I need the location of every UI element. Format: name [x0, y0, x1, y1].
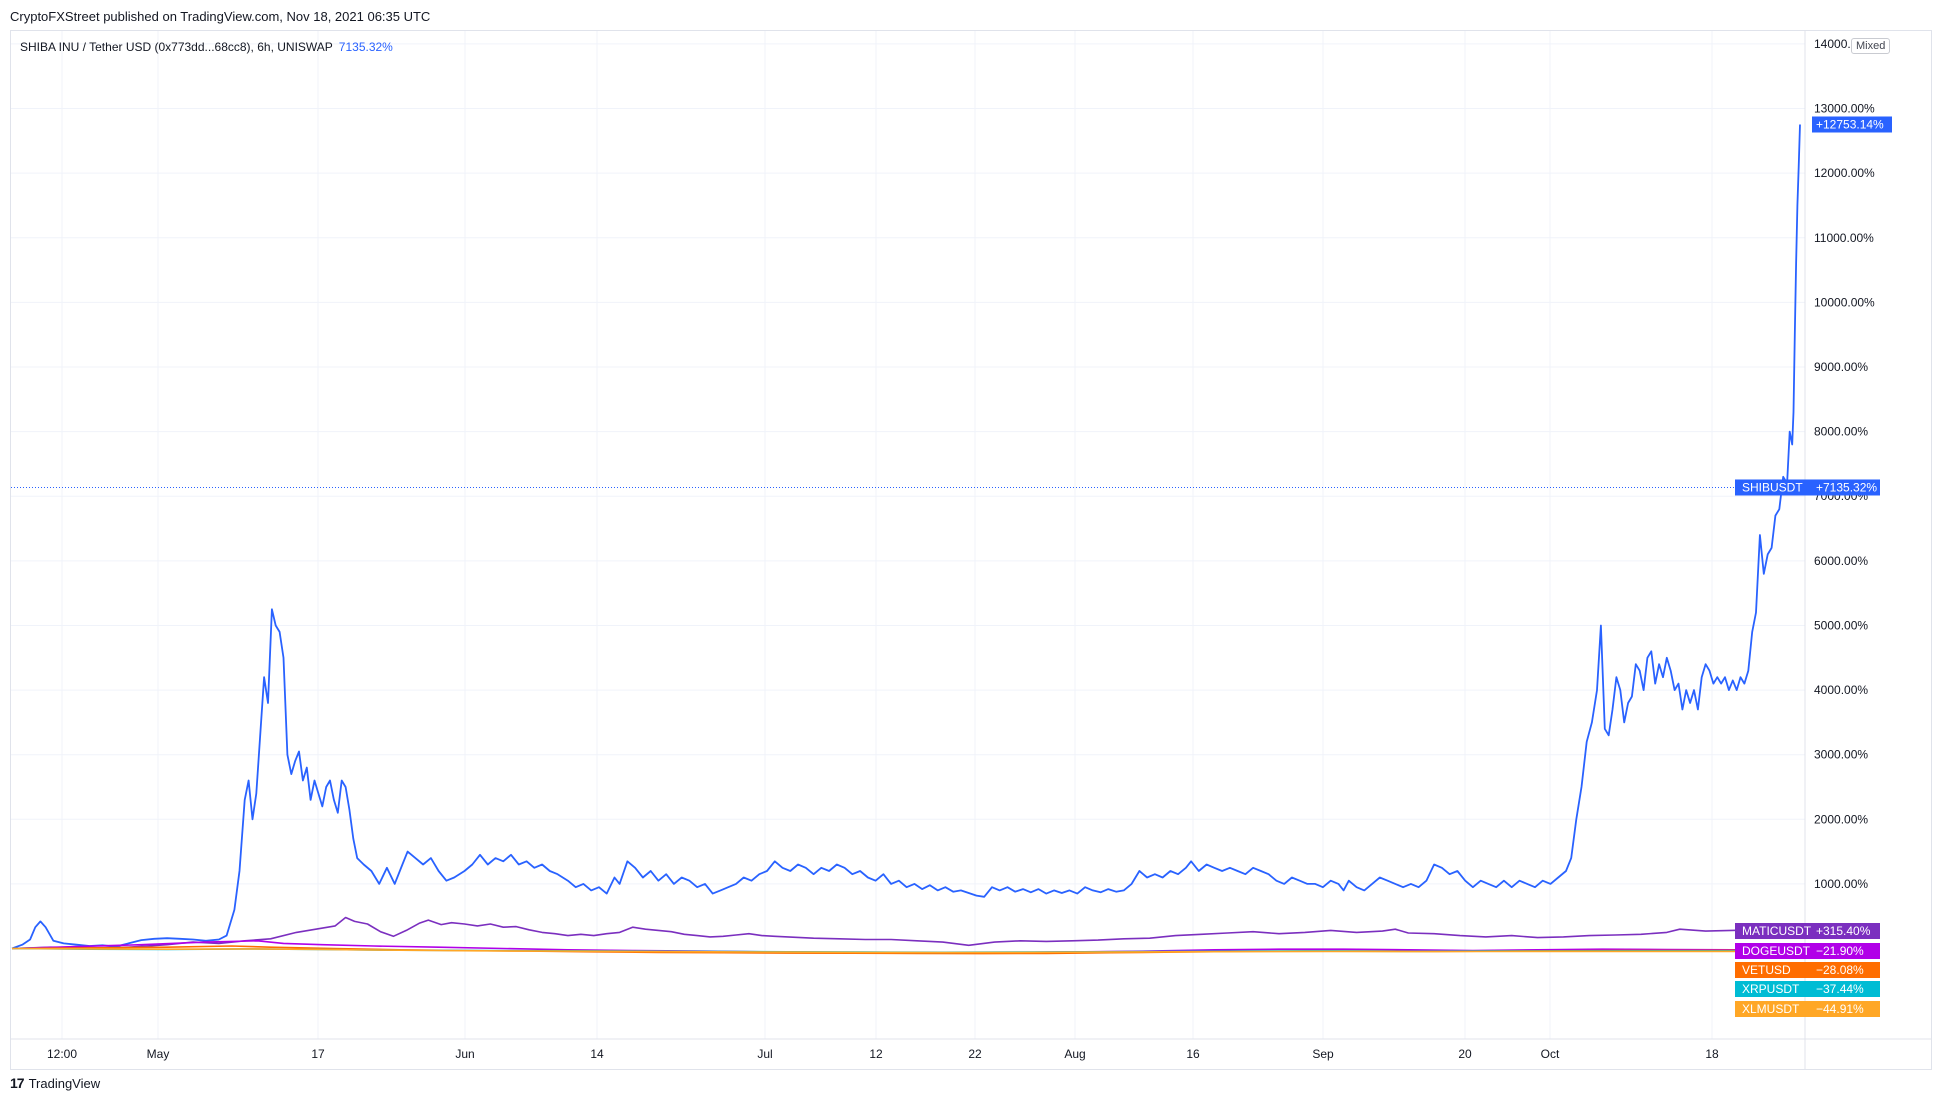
scale-mode-button[interactable]: Mixed	[1851, 38, 1891, 54]
series-value-label: +7135.32%	[1816, 480, 1877, 494]
series-value-box	[1812, 981, 1880, 997]
x-tick-label: 17	[311, 1047, 325, 1061]
series-value-box	[1812, 1001, 1880, 1017]
x-tick-label: 20	[1458, 1047, 1472, 1061]
y-tick-label: 2000.00%	[1814, 812, 1868, 826]
series-line-xlmusdt	[11, 947, 1800, 954]
series-value-label: −44.91%	[1816, 1002, 1864, 1016]
x-tick-label: Oct	[1541, 1047, 1560, 1061]
series-value-label: +315.40%	[1816, 924, 1871, 938]
tradingview-footer[interactable]: 17 TradingView	[10, 1075, 100, 1091]
series-name-label: DOGEUSDT	[1742, 944, 1811, 958]
tradingview-logo-icon: 17	[10, 1075, 25, 1091]
y-tick-label: 11000.00%	[1814, 231, 1874, 245]
series-name-box	[1735, 1001, 1812, 1017]
y-tick-label: 10000.00%	[1814, 295, 1875, 309]
series-line-maticusdt	[11, 916, 1801, 950]
x-tick-label: 18	[1705, 1047, 1719, 1061]
x-tick-label: Jul	[757, 1047, 772, 1061]
x-tick-label: 16	[1186, 1047, 1200, 1061]
chart-pane[interactable]	[10, 30, 1932, 1070]
grid-layer	[11, 31, 1805, 1039]
y-tick-label: 3000.00%	[1814, 748, 1868, 762]
y-tick-label: 12000.00%	[1814, 166, 1875, 180]
series-name-box	[1735, 981, 1812, 997]
symbol-change: 7135.32%	[338, 40, 393, 54]
y-tick-label: 6000.00%	[1814, 554, 1868, 568]
x-tick-label: May	[147, 1047, 170, 1061]
y-tick-label: 1000.00%	[1814, 877, 1868, 891]
y-tick-label: 8000.00%	[1814, 425, 1868, 439]
symbol-name: SHIBA INU / Tether USD (0x773dd...68cc8)…	[20, 40, 333, 54]
price-axis[interactable]: 1000.00% 2000.00% 3000.00% 4000.00% 5000.00%…	[1814, 37, 1875, 891]
last-value-label: +12753.14%	[1816, 117, 1884, 131]
series-name-box	[1735, 943, 1812, 959]
symbol-info[interactable]: SHIBA INU / Tether USD (0x773dd...68cc8)…	[20, 40, 393, 54]
series-value-box	[1812, 923, 1880, 939]
x-tick-label: Sep	[1312, 1047, 1334, 1061]
series-name-label: XRPUSDT	[1742, 982, 1800, 996]
x-tick-label: 12:00	[47, 1047, 77, 1061]
y-tick-label: 5000.00%	[1814, 618, 1868, 632]
x-tick-label: 12	[869, 1047, 883, 1061]
series-value-label: −28.08%	[1816, 963, 1864, 977]
y-tick-label: 4000.00%	[1814, 683, 1868, 697]
series-value-label: −37.44%	[1816, 982, 1864, 996]
series-name-label: XLMUSDT	[1742, 1002, 1800, 1016]
series-layer	[11, 124, 1801, 955]
series-name-box	[1735, 923, 1812, 939]
y-tick-label: 9000.00%	[1814, 360, 1868, 374]
last-value-box	[1812, 116, 1892, 133]
x-tick-label: Jun	[455, 1047, 474, 1061]
series-value-box	[1812, 962, 1880, 978]
series-name-label: SHIBUSDT	[1742, 480, 1803, 494]
series-value-label: −21.90%	[1816, 944, 1864, 958]
series-name-box	[1735, 962, 1812, 978]
x-tick-label: Aug	[1064, 1047, 1085, 1061]
series-value-box	[1812, 943, 1880, 959]
series-labels: +12753.14% SHIBUSDT +7135.32% MATICUSDT +315…	[1735, 116, 1892, 1017]
series-name-label: VETUSD	[1742, 963, 1791, 977]
x-tick-label: 14	[590, 1047, 604, 1061]
series-line-shibusdt	[11, 124, 1801, 950]
series-name-box	[1735, 479, 1812, 496]
time-axis[interactable]: 12:00 May 17 Jun 14 Jul 12 22 Aug 16 Sep 20 Oct 18	[47, 1047, 1719, 1061]
x-tick-label: 22	[968, 1047, 982, 1061]
publish-header: CryptoFXStreet published on TradingView.…	[10, 9, 431, 24]
series-name-label: MATICUSDT	[1742, 924, 1812, 938]
series-value-box	[1812, 479, 1880, 496]
y-tick-label: 13000.00%	[1814, 102, 1875, 116]
tradingview-brand: TradingView	[28, 1075, 101, 1091]
